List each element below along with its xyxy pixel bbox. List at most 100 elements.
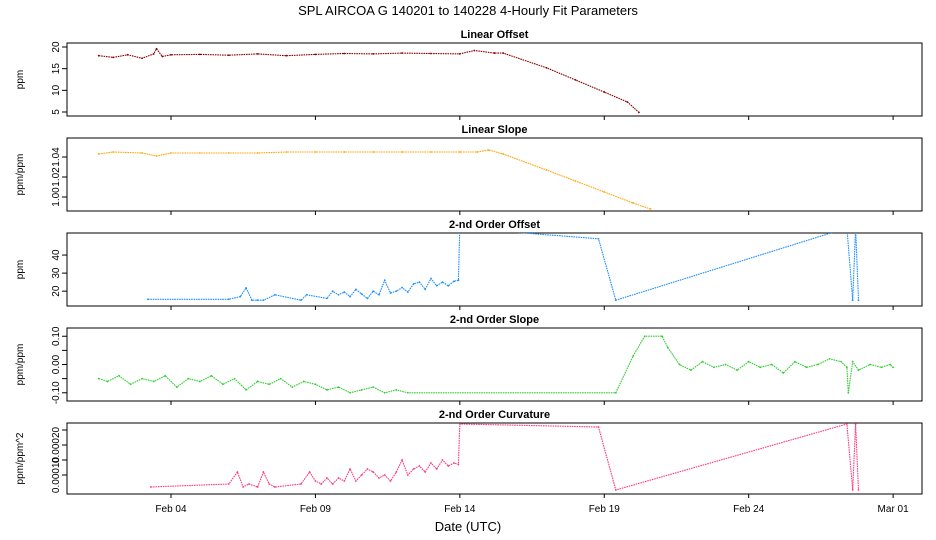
data-point	[308, 471, 311, 473]
panel-frame	[66, 422, 923, 495]
data-point	[424, 288, 427, 291]
data-point	[291, 386, 294, 389]
y-tick-label: 0.00	[51, 354, 62, 374]
data-point	[141, 57, 144, 60]
data-point	[268, 483, 271, 485]
data-point	[666, 346, 669, 349]
data-point	[227, 298, 230, 301]
data-point	[389, 480, 392, 482]
data-point	[314, 480, 317, 482]
data-point	[736, 369, 739, 372]
panel-frame	[66, 137, 923, 212]
data-point	[360, 292, 363, 295]
data-point	[360, 389, 363, 391]
data-point	[458, 53, 461, 55]
data-point	[198, 152, 201, 154]
data-point	[805, 366, 808, 369]
data-point	[170, 152, 172, 154]
data-point	[256, 53, 259, 55]
data-point	[239, 295, 242, 298]
y-tick-label: 5	[51, 109, 62, 115]
data-point	[285, 54, 288, 57]
data-point	[545, 66, 548, 69]
x-tick-label: Feb 04	[155, 504, 187, 515]
data-point	[256, 152, 259, 154]
data-point	[713, 366, 715, 369]
data-point	[349, 468, 351, 470]
data-point	[614, 489, 617, 491]
data-point	[430, 151, 432, 153]
y-axis-label: ppm/ppm^2	[15, 432, 26, 484]
data-point	[320, 483, 323, 485]
data-point	[869, 363, 871, 366]
data-point	[430, 52, 432, 55]
data-point	[372, 386, 375, 389]
data-point	[262, 471, 265, 473]
data-point	[349, 391, 351, 394]
x-axis-label: Date (UTC)	[435, 519, 501, 534]
data-point	[406, 474, 409, 476]
data-point	[170, 53, 172, 56]
data-point	[597, 237, 600, 240]
y-tick-label: 0.00020	[51, 426, 62, 463]
data-point	[354, 480, 357, 482]
data-point	[782, 372, 785, 374]
data-point	[840, 360, 843, 363]
y-axis-label: ppm	[15, 260, 26, 279]
data-point	[141, 377, 144, 380]
data-point	[678, 363, 681, 366]
data-point	[418, 465, 421, 467]
y-tick-label: 0.10	[51, 326, 62, 346]
data-point	[401, 151, 403, 153]
data-point	[847, 391, 850, 394]
data-point	[274, 486, 276, 488]
data-point	[366, 468, 369, 470]
data-point	[857, 299, 860, 302]
data-point	[242, 486, 245, 488]
data-point	[661, 335, 663, 338]
data-point	[198, 380, 201, 383]
x-tick-label: Feb 24	[733, 504, 765, 515]
data-point	[845, 423, 848, 425]
data-point	[305, 293, 308, 296]
data-point	[112, 56, 115, 59]
data-point	[97, 54, 100, 57]
panel-3: 2-nd Order Offset ppm 20 30 40	[15, 219, 923, 310]
panel-title: 2-nd Order Curvature	[439, 409, 550, 421]
data-point	[418, 281, 421, 284]
data-point	[854, 423, 857, 425]
data-point	[227, 54, 230, 57]
data-point	[892, 366, 895, 369]
data-point	[817, 363, 819, 366]
data-point	[643, 335, 646, 338]
data-point	[149, 486, 152, 488]
data-point	[457, 463, 460, 466]
data-point	[441, 459, 444, 461]
panel-frame	[66, 327, 923, 402]
data-point	[227, 152, 230, 154]
panel-title: 2-nd Order Slope	[450, 314, 539, 326]
panel-1: Linear Offset ppm 5 10 15 20	[15, 29, 923, 120]
data-point	[851, 360, 854, 363]
data-point	[175, 386, 178, 389]
data-point	[129, 383, 132, 386]
data-point	[401, 52, 403, 54]
data-point	[747, 360, 750, 363]
data-point	[161, 55, 164, 58]
data-point	[447, 284, 450, 287]
data-point	[210, 374, 213, 377]
data-point	[146, 298, 149, 301]
data-point	[487, 149, 490, 151]
data-point	[430, 277, 432, 280]
data-point	[458, 423, 461, 425]
data-point	[724, 363, 727, 366]
series-points	[97, 47, 640, 114]
data-point	[690, 369, 692, 372]
data-point	[457, 279, 460, 282]
data-point	[274, 293, 276, 296]
x-tick-label: Feb 19	[589, 504, 621, 515]
data-point	[401, 286, 403, 289]
data-point	[262, 299, 265, 302]
data-point	[435, 468, 438, 470]
data-point	[759, 366, 762, 369]
